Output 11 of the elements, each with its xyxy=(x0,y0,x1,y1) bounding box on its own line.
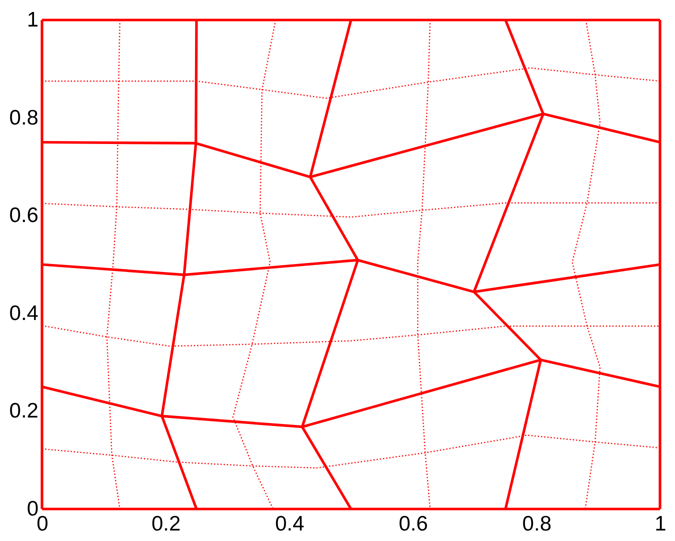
y-tick-label: 0.4 xyxy=(9,302,39,325)
x-tick-label: 1 xyxy=(654,512,666,536)
x-tick-label: 0.6 xyxy=(398,512,428,536)
y-tick-label: 0.8 xyxy=(9,106,38,130)
x-tick-label: 0.8 xyxy=(522,512,552,536)
y-tick-label: 0.2 xyxy=(9,400,38,423)
x-tick-label: 0.2 xyxy=(152,512,181,536)
y-tick-label: 1 xyxy=(26,8,38,32)
x-tick-label: 0.4 xyxy=(275,512,305,536)
y-tick-label: 0 xyxy=(26,498,38,520)
y-tick-label: 0.6 xyxy=(9,204,38,228)
